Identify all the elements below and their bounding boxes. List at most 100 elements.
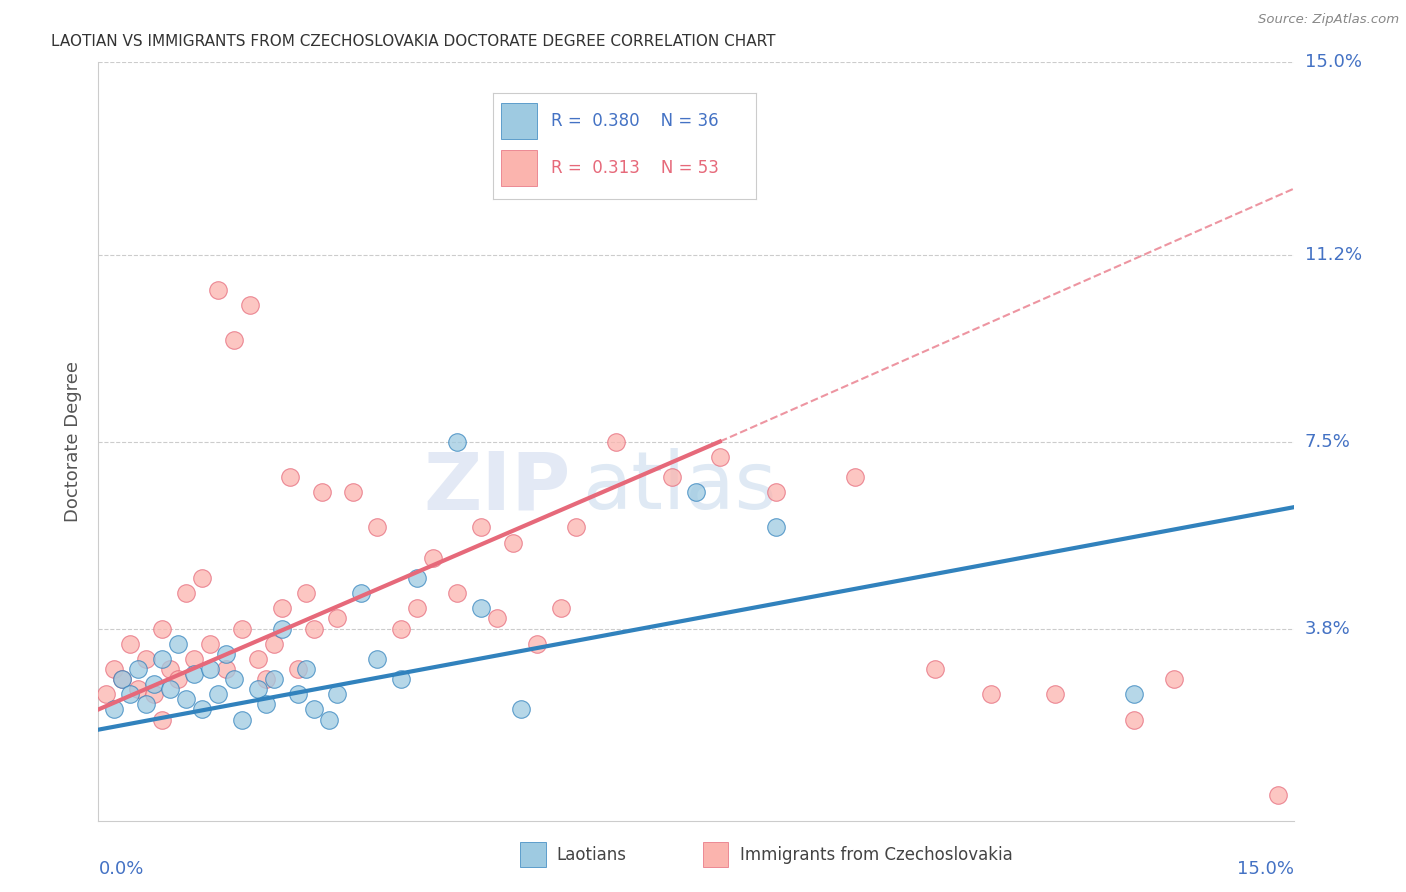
Point (150, 622, 173, 636)
Point (685, 485, 707, 500)
Point (294, 586, 316, 600)
Point (263, 637, 285, 651)
Point (605, 434, 627, 449)
Point (565, 520, 588, 534)
Point (111, 672, 134, 686)
Point (1123, 687, 1146, 701)
Point (120, 637, 142, 651)
Text: LAOTIAN VS IMMIGRANTS FROM CZECHOSLOVAKIA DOCTORATE DEGREE CORRELATION CHART: LAOTIAN VS IMMIGRANTS FROM CZECHOSLOVAKI… (51, 34, 775, 49)
Point (924, 662, 946, 676)
Point (470, 520, 492, 534)
Point (350, 586, 373, 600)
Point (96, 687, 118, 701)
Point (207, 687, 229, 701)
Text: 0.0%: 0.0% (98, 860, 143, 878)
Text: atlas: atlas (582, 448, 776, 526)
Point (183, 652, 205, 666)
Point (215, 662, 238, 676)
Point (326, 611, 349, 625)
Point (239, 298, 262, 312)
Point (278, 470, 301, 484)
Point (709, 450, 731, 464)
Text: 3.8%: 3.8% (1305, 620, 1350, 638)
Point (111, 672, 134, 686)
Point (765, 520, 787, 534)
Point (422, 550, 444, 565)
Point (254, 672, 277, 686)
Point (143, 677, 166, 691)
Point (844, 470, 866, 484)
Point (159, 662, 181, 676)
Point (980, 687, 1002, 701)
Point (150, 652, 173, 666)
Point (311, 485, 333, 500)
Text: Laotians: Laotians (557, 846, 627, 863)
Point (215, 647, 238, 661)
Point (509, 702, 531, 716)
Point (389, 672, 412, 686)
Point (366, 652, 388, 666)
Point (198, 637, 221, 651)
Point (526, 637, 548, 651)
Point (446, 586, 468, 600)
Point (222, 672, 245, 686)
Point (502, 535, 524, 549)
Point (446, 434, 468, 449)
Point (222, 334, 245, 348)
Point (470, 601, 492, 615)
Point (287, 687, 309, 701)
Point (294, 662, 316, 676)
Point (302, 702, 325, 716)
Point (406, 571, 429, 585)
Point (406, 601, 429, 615)
Point (318, 713, 340, 727)
Point (366, 520, 388, 534)
Text: 15.0%: 15.0% (1236, 860, 1294, 878)
Text: Source: ZipAtlas.com: Source: ZipAtlas.com (1258, 13, 1399, 27)
Point (1163, 672, 1185, 686)
Point (143, 687, 166, 701)
Text: 7.5%: 7.5% (1305, 433, 1351, 450)
Point (127, 662, 149, 676)
Y-axis label: Doctorate Degree: Doctorate Degree (63, 361, 82, 522)
Point (174, 586, 197, 600)
Point (246, 652, 269, 666)
Point (191, 702, 214, 716)
Point (191, 571, 214, 585)
Point (174, 692, 197, 706)
Point (135, 698, 157, 712)
Point (127, 682, 149, 697)
Point (342, 485, 364, 500)
Point (159, 682, 181, 697)
Point (1123, 713, 1146, 727)
Text: Immigrants from Czechoslovakia: Immigrants from Czechoslovakia (740, 846, 1012, 863)
Point (120, 687, 142, 701)
Point (103, 702, 125, 716)
Point (270, 622, 292, 636)
Point (254, 698, 277, 712)
Point (661, 470, 683, 484)
Text: ZIP: ZIP (423, 448, 571, 526)
Point (150, 713, 173, 727)
Point (389, 622, 412, 636)
Text: 11.2%: 11.2% (1305, 245, 1362, 263)
Point (550, 601, 572, 615)
Text: 15.0%: 15.0% (1305, 54, 1361, 71)
Point (103, 662, 125, 676)
Point (246, 682, 269, 697)
Point (270, 601, 292, 615)
Point (1043, 687, 1066, 701)
Point (287, 662, 309, 676)
Point (183, 667, 205, 681)
Point (485, 611, 508, 625)
Point (135, 652, 157, 666)
Point (198, 662, 221, 676)
Point (167, 637, 190, 651)
Point (1267, 789, 1289, 803)
Point (231, 713, 253, 727)
Point (263, 672, 285, 686)
Point (765, 485, 787, 500)
Point (167, 672, 190, 686)
Point (231, 622, 253, 636)
Point (326, 687, 349, 701)
